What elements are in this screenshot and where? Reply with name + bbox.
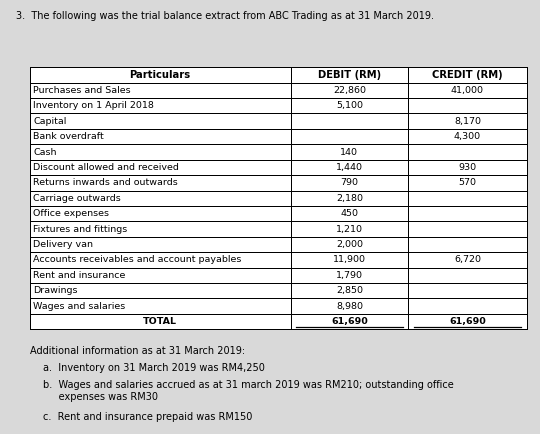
Bar [408,114,526,129]
Bar [291,252,408,267]
Text: 4,300: 4,300 [454,132,481,141]
Text: Bank overdraft: Bank overdraft [33,132,104,141]
Bar [30,206,291,221]
Bar [30,252,291,267]
Text: Rent and insurance: Rent and insurance [33,271,126,280]
Text: 61,690: 61,690 [331,317,368,326]
Bar [408,252,526,267]
Text: c.  Rent and insurance prepaid was RM150: c. Rent and insurance prepaid was RM150 [43,412,253,422]
Bar [30,191,291,206]
Bar [291,237,408,252]
Bar [30,267,291,283]
Bar [291,67,408,82]
Text: 570: 570 [458,178,476,187]
Text: 11,900: 11,900 [333,255,366,264]
Bar [291,267,408,283]
Bar [30,82,291,98]
Text: Delivery van: Delivery van [33,240,93,249]
Text: Drawings: Drawings [33,286,78,295]
Bar [291,144,408,160]
Bar [408,314,526,329]
Text: Cash: Cash [33,148,57,157]
Bar [30,114,291,129]
Bar [408,237,526,252]
Bar [30,129,291,144]
Bar [291,283,408,299]
Text: Accounts receivables and account payables: Accounts receivables and account payable… [33,255,242,264]
Bar [408,175,526,191]
Bar [408,206,526,221]
Bar [408,221,526,237]
Bar [30,237,291,252]
Bar [30,67,526,329]
Text: Inventory on 1 April 2018: Inventory on 1 April 2018 [33,101,154,110]
Text: Additional information as at 31 March 2019:: Additional information as at 31 March 20… [30,345,245,356]
Text: Capital: Capital [33,117,67,126]
Bar [408,144,526,160]
Bar [30,221,291,237]
Text: Discount allowed and received: Discount allowed and received [33,163,179,172]
Text: 8,170: 8,170 [454,117,481,126]
Bar [291,98,408,113]
Bar [408,191,526,206]
Bar [408,98,526,113]
Text: b.  Wages and salaries accrued as at 31 march 2019 was RM210; outstanding office: b. Wages and salaries accrued as at 31 m… [43,380,454,402]
Bar [30,175,291,191]
Bar [30,314,291,329]
Text: DEBIT (RM): DEBIT (RM) [318,70,381,80]
Text: 790: 790 [340,178,359,187]
Text: 450: 450 [340,209,359,218]
Text: Fixtures and fittings: Fixtures and fittings [33,224,128,233]
Bar [30,67,291,82]
Text: 8,980: 8,980 [336,302,363,311]
Bar [291,191,408,206]
Text: 2,850: 2,850 [336,286,363,295]
Bar [291,129,408,144]
Text: 1,790: 1,790 [336,271,363,280]
Bar [30,299,291,314]
Bar [408,160,526,175]
Bar [408,299,526,314]
Bar [291,206,408,221]
Text: 140: 140 [340,148,359,157]
Text: Carriage outwards: Carriage outwards [33,194,121,203]
Text: 22,860: 22,860 [333,86,366,95]
Text: 61,690: 61,690 [449,317,486,326]
Text: Wages and salaries: Wages and salaries [33,302,126,311]
Bar [408,283,526,299]
Bar [291,314,408,329]
Bar [408,129,526,144]
Text: 2,000: 2,000 [336,240,363,249]
Bar [408,82,526,98]
Text: TOTAL: TOTAL [143,317,177,326]
Bar [408,67,526,82]
Bar [291,175,408,191]
Text: Returns inwards and outwards: Returns inwards and outwards [33,178,178,187]
Bar [30,144,291,160]
Text: 930: 930 [458,163,476,172]
Bar [30,160,291,175]
Text: Particulars: Particulars [130,70,191,80]
Bar [30,283,291,299]
Text: Office expenses: Office expenses [33,209,110,218]
Bar [291,221,408,237]
Text: 2,180: 2,180 [336,194,363,203]
Bar [291,114,408,129]
Bar [291,299,408,314]
Bar [291,160,408,175]
Text: a.  Inventory on 31 March 2019 was RM4,250: a. Inventory on 31 March 2019 was RM4,25… [43,363,265,373]
Text: 1,210: 1,210 [336,224,363,233]
Bar [291,82,408,98]
Text: 1,440: 1,440 [336,163,363,172]
Text: 6,720: 6,720 [454,255,481,264]
Text: Purchases and Sales: Purchases and Sales [33,86,131,95]
Text: 5,100: 5,100 [336,101,363,110]
Text: CREDIT (RM): CREDIT (RM) [432,70,503,80]
Text: 41,000: 41,000 [451,86,484,95]
Text: 3.  The following was the trial balance extract from ABC Trading as at 31 March : 3. The following was the trial balance e… [16,11,434,21]
Bar [408,267,526,283]
Bar [30,98,291,113]
